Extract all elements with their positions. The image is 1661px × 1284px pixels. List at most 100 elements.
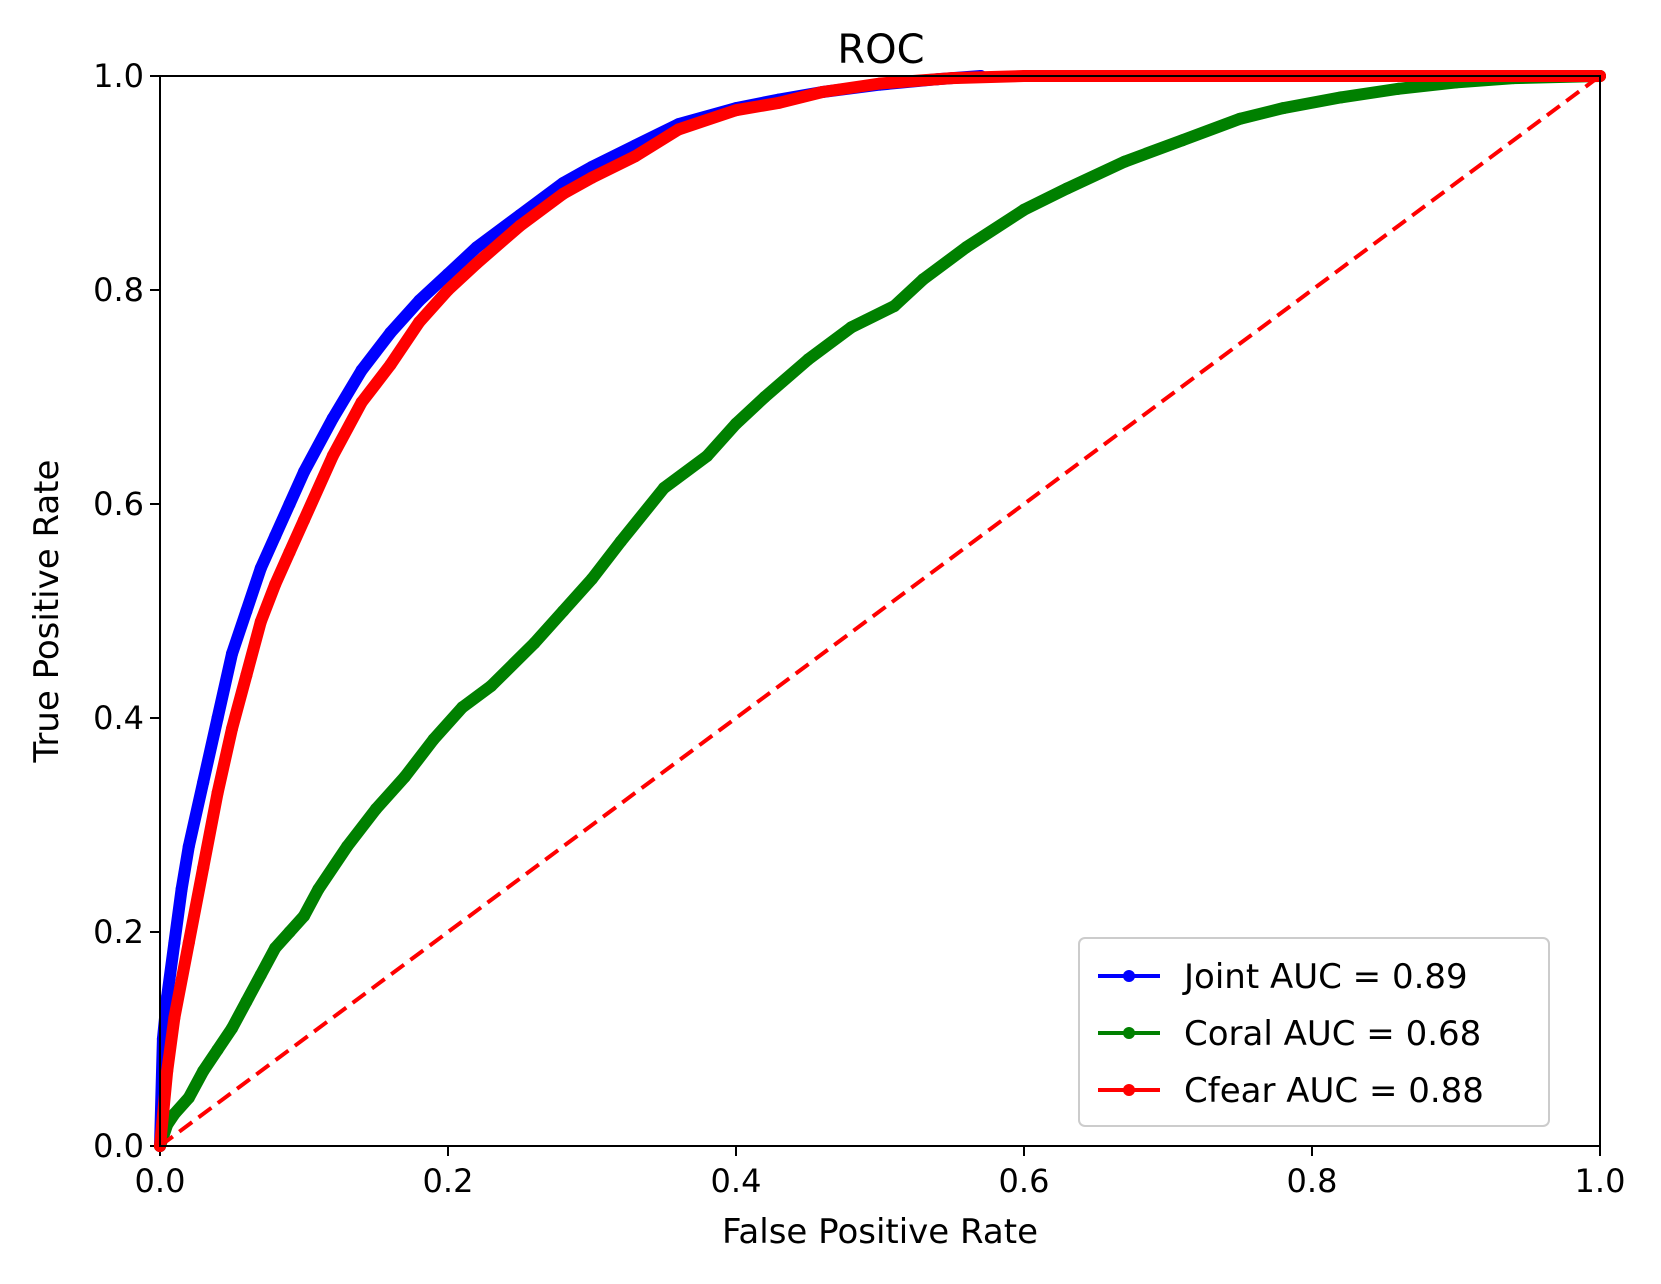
series-1-point (701, 449, 714, 462)
series-0-point (240, 605, 253, 617)
x-tick-label: 0.0 (135, 1162, 186, 1200)
series-1-point (614, 535, 627, 548)
x-tick-label: 0.6 (999, 1162, 1050, 1200)
series-0-point (226, 647, 238, 660)
legend-box (1078, 937, 1550, 1127)
series-2-point (326, 449, 339, 462)
series-2-point (269, 578, 282, 591)
series-1-point (427, 733, 440, 746)
y-axis-ticks: 0.0 0.2 0.4 0.6 0.8 1.0 (93, 57, 160, 1165)
y-tick-label: 1.0 (93, 57, 144, 95)
series-2-point (355, 396, 368, 409)
series-1-point (226, 1022, 238, 1035)
x-tick-label: 0.2 (423, 1162, 474, 1200)
series-2-point (298, 514, 310, 527)
series-1-point (182, 1091, 195, 1104)
series-1-point (398, 770, 411, 783)
series-0-point (161, 990, 174, 1003)
legend: Joint AUC = 0.89 Coral AUC = 0.68 Cfear AU… (1078, 937, 1550, 1127)
series-2-point (874, 77, 886, 90)
series-2-point (240, 669, 253, 682)
series-0-point (269, 530, 282, 543)
plot-series (154, 70, 1606, 1152)
series-1-point (1234, 112, 1246, 125)
x-axis-label: False Positive Rate (722, 1212, 1038, 1252)
legend-label: Coral AUC = 0.68 (1184, 1014, 1481, 1054)
x-tick-label: 0.4 (711, 1162, 762, 1200)
series-1-point (240, 995, 253, 1008)
series-2-point (197, 861, 210, 874)
series-1-point (917, 273, 930, 286)
y-tick-label: 0.6 (93, 485, 144, 523)
series-1-point (758, 391, 771, 403)
series-0-point (355, 364, 368, 377)
y-tick-label: 0.0 (93, 1127, 144, 1165)
series-2-point (557, 187, 570, 200)
series-2-point (182, 936, 195, 949)
series-1-point (1061, 182, 1074, 195)
series-1-point (254, 968, 267, 981)
series-1-point (1176, 134, 1189, 147)
legend-marker (1123, 970, 1135, 982)
series-0-point (197, 776, 210, 789)
series-2-point (254, 615, 267, 628)
series-1-point (528, 637, 541, 650)
series-1-point (1277, 102, 1290, 115)
y-tick-label: 0.4 (93, 699, 144, 737)
series-2-point (413, 316, 426, 329)
series-0-point (283, 498, 296, 510)
series-2-point (283, 546, 296, 559)
x-axis-ticks: 0.0 0.2 0.4 0.6 0.8 1.0 (135, 1146, 1626, 1200)
series-2-point (773, 96, 786, 109)
series-2-point (211, 786, 224, 799)
series-2-point (226, 722, 238, 735)
series-2-point (168, 1011, 181, 1024)
series-0-point (326, 412, 339, 425)
series-2-point (514, 219, 526, 232)
series-1-point (1392, 82, 1405, 95)
series-2-point (672, 123, 685, 136)
y-tick-label: 0.2 (93, 913, 144, 951)
legend-entries: Joint AUC = 0.89 Coral AUC = 0.68 Cfear AU… (1098, 957, 1484, 1111)
series-1-point (1018, 203, 1030, 216)
series-2-point (384, 358, 397, 371)
series-1-point (283, 926, 296, 938)
chart-title: ROC (837, 27, 924, 73)
series-0-point (182, 840, 195, 853)
series-0-point (254, 562, 267, 575)
legend-label: Joint AUC = 0.89 (1182, 957, 1468, 997)
series-1-point (960, 241, 973, 254)
series-1-point (370, 803, 382, 815)
series-1-point (341, 840, 354, 853)
series-0-point (442, 268, 454, 280)
series-1-point (586, 572, 598, 585)
series-2-point (470, 257, 483, 270)
series-1-point (888, 300, 901, 312)
series-1-point (197, 1065, 210, 1078)
series-2-point (161, 1065, 174, 1078)
legend-marker (1123, 1027, 1135, 1039)
series-0-point (413, 294, 426, 307)
legend-marker (1123, 1084, 1135, 1096)
series-2-point (816, 86, 829, 98)
series-1-point (730, 417, 742, 430)
series-0-point (168, 936, 181, 949)
legend-label: Cfear AUC = 0.88 (1184, 1071, 1484, 1111)
series-1-point (1334, 91, 1347, 104)
plot-frame (159, 75, 1601, 1147)
series-1-point (269, 942, 282, 954)
series-0-point (298, 465, 310, 478)
series-0-point (211, 712, 224, 724)
series-1-point (312, 883, 325, 896)
series-1-point (557, 605, 570, 617)
y-tick-label: 0.8 (93, 271, 144, 309)
series-2-point (586, 171, 598, 184)
series-0-point (175, 883, 188, 896)
series-1-point (1118, 155, 1131, 168)
series-1-point (211, 1043, 224, 1056)
series-1-point (168, 1107, 181, 1120)
series-2-point (946, 72, 958, 85)
x-tick-label: 1.0 (1575, 1162, 1626, 1200)
series-1-point (456, 701, 469, 714)
